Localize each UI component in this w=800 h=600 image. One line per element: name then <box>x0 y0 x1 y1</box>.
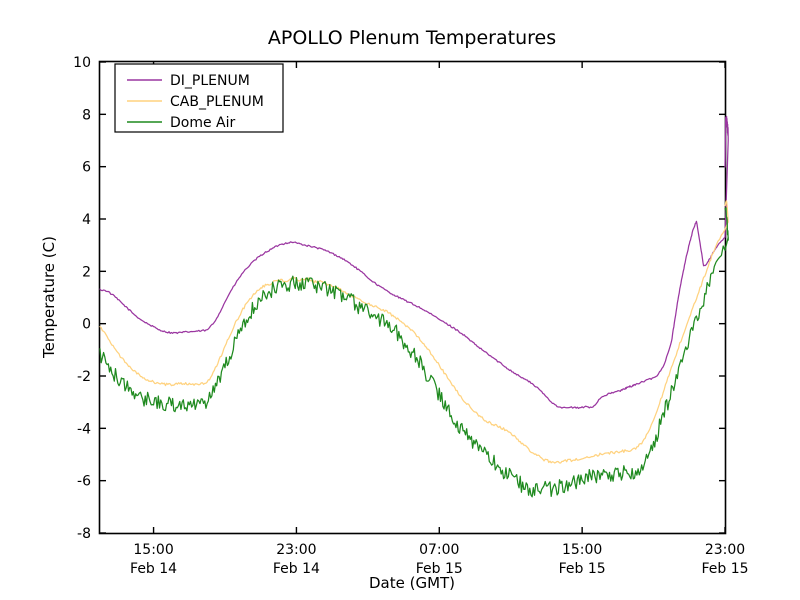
y-tick-label: 10 <box>73 55 91 71</box>
x-tick-label-date: Feb 15 <box>559 561 606 577</box>
x-tick-label-time: 15:00 <box>562 542 602 558</box>
y-tick-label: -8 <box>77 526 91 542</box>
x-tick-label-time: 15:00 <box>133 542 173 558</box>
y-tick-label: 2 <box>82 264 91 280</box>
y-tick-label: 0 <box>82 317 91 333</box>
y-tick-label: 8 <box>82 107 91 123</box>
legend-label-di-plenum: DI_PLENUM <box>170 73 250 89</box>
y-tick-label: -2 <box>77 369 91 385</box>
legend-label-dome-air: Dome Air <box>170 115 236 131</box>
x-tick-label-time: 07:00 <box>419 542 459 558</box>
legend-label-cab-plenum: CAB_PLENUM <box>170 94 264 110</box>
x-tick-label-date: Feb 15 <box>416 561 463 577</box>
x-tick-label-date: Feb 15 <box>701 561 748 577</box>
plot-frame <box>98 60 727 535</box>
chart-legend: DI_PLENUM CAB_PLENUM Dome Air <box>114 63 284 133</box>
y-tick-label: -4 <box>77 421 91 437</box>
y-tick-label: -6 <box>77 474 91 490</box>
legend-box <box>114 63 284 133</box>
x-tick-label-date: Feb 14 <box>273 561 320 577</box>
chart-title: APOLLO Plenum Temperatures <box>268 27 556 49</box>
y-tick-label: 6 <box>82 160 91 176</box>
x-axis-label: Date (GMT) <box>369 574 455 592</box>
x-tick-label-date: Feb 14 <box>130 561 177 577</box>
series-line-cab-plenum <box>99 200 729 464</box>
y-tick-label: 4 <box>82 212 91 228</box>
y-axis-label: Temperature (C) <box>40 236 58 359</box>
series-line-dome-air <box>99 207 729 498</box>
series-layer <box>99 115 729 498</box>
x-tick-label-time: 23:00 <box>705 542 745 558</box>
series-line-di-plenum <box>99 115 729 409</box>
x-tick-label-time: 23:00 <box>276 542 316 558</box>
axes-layer: -8 -6 -4 -2 0 2 4 6 8 10 15:00 Feb 14 23:00 Feb 14 07:… <box>73 55 748 577</box>
